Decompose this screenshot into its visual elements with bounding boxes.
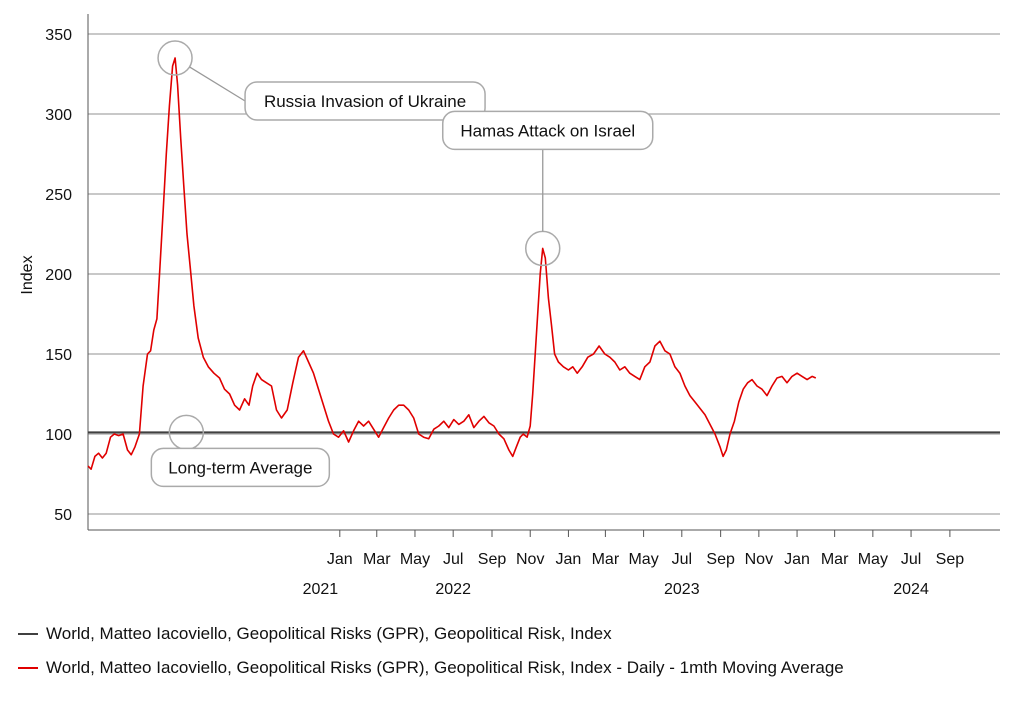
x-tick-label-jul: Jul <box>443 551 463 568</box>
annotation-0: Russia Invasion of Ukraine <box>157 40 486 121</box>
legend-label-gpr-moving-average: World, Matteo Iacoviello, Geopolitical R… <box>46 658 844 677</box>
x-tick-label-jan: Jan <box>556 551 582 568</box>
y-axis-ticks: 50 100 150 200 250 300 350 <box>45 27 72 524</box>
annotation-label: Russia Invasion of Ukraine <box>264 92 466 111</box>
y-tick-label-350: 350 <box>45 27 72 44</box>
x-axis-ticks: Jan Mar May Jul Sep Nov Jan Mar May Jul Sep Nov Jan M… <box>303 530 965 598</box>
x-tick-label-may: May <box>858 551 888 568</box>
y-tick-label-150: 150 <box>45 347 72 364</box>
legend-swatch-red <box>18 667 38 669</box>
annotation-box <box>244 81 486 121</box>
x-tick-label-jan: Jan <box>784 551 810 568</box>
x-tick-label-mar: Mar <box>363 551 391 568</box>
series-layer <box>87 57 1000 471</box>
annotation-label: Hamas Attack on Israel <box>460 121 635 140</box>
x-tick-label-jan: Jan <box>327 551 353 568</box>
x-year-label-2023: 2023 <box>664 581 700 598</box>
annotation-circle <box>157 40 193 76</box>
x-tick-label-sep: Sep <box>936 551 965 568</box>
y-tick-label-50: 50 <box>54 507 72 524</box>
x-tick-label-nov: Nov <box>516 551 544 568</box>
x-tick-label-jul: Jul <box>672 551 692 568</box>
annotations-layer: Russia Invasion of Ukraine Hamas Attack o… <box>150 40 654 488</box>
annotation-1: Hamas Attack on Israel <box>441 110 654 267</box>
x-year-label-2021: 2021 <box>303 581 339 598</box>
x-tick-label-sep: Sep <box>706 551 735 568</box>
x-tick-label-mar: Mar <box>821 551 849 568</box>
x-tick-label-may: May <box>400 551 430 568</box>
y-tick-label-100: 100 <box>45 427 72 444</box>
legend-item-world-gpr-index: World, Matteo Iacoviello, Geopolitical R… <box>18 624 612 644</box>
y-axis-label: Index <box>19 255 36 294</box>
y-tick-label-200: 200 <box>45 267 72 284</box>
series-line-gpr-moving-average <box>87 57 817 471</box>
x-year-label-2024: 2024 <box>893 581 929 598</box>
y-tick-label-250: 250 <box>45 187 72 204</box>
legend-swatch-gray <box>18 633 38 635</box>
x-tick-label-mar: Mar <box>592 551 620 568</box>
legend-item-world-gpr-moving-average: World, Matteo Iacoviello, Geopolitical R… <box>18 658 844 678</box>
x-tick-label-may: May <box>628 551 658 568</box>
x-year-label-2022: 2022 <box>435 581 471 598</box>
y-tick-label-300: 300 <box>45 107 72 124</box>
annotation-label: Long-term Average <box>168 458 312 477</box>
x-tick-label-jul: Jul <box>901 551 921 568</box>
annotation-2: Long-term Average <box>150 414 331 488</box>
legend-label-gpr-index: World, Matteo Iacoviello, Geopolitical R… <box>46 624 612 643</box>
annotation-leader <box>189 66 246 102</box>
x-tick-label-sep: Sep <box>478 551 507 568</box>
x-tick-label-nov: Nov <box>745 551 773 568</box>
annotation-box <box>441 110 654 151</box>
annotation-box <box>150 447 331 488</box>
